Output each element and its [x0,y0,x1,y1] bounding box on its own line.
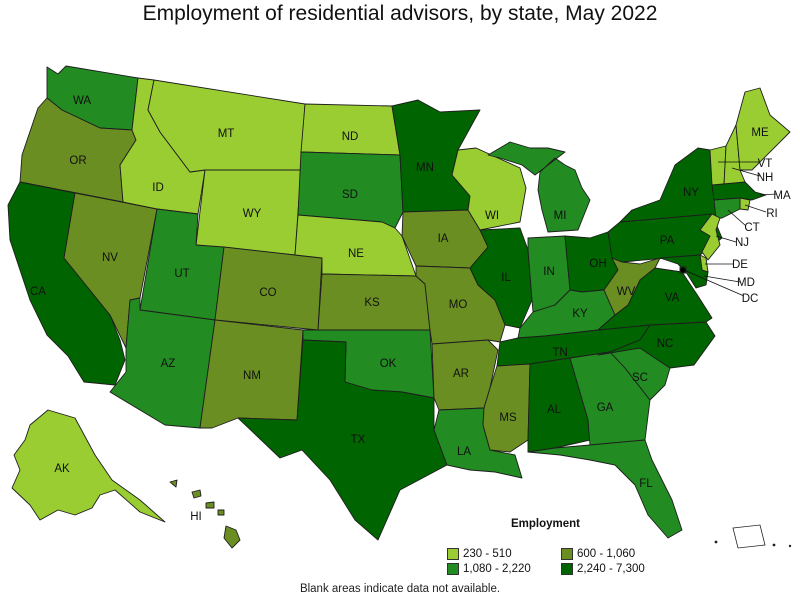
legend-item-4: 2,240 - 7,300 [561,563,645,575]
leader-line-dc [683,269,745,297]
state-label-oh: OH [589,258,606,270]
state-label-mo: MO [449,299,468,311]
legend-swatch-4 [561,563,573,575]
state-nc[interactable] [597,321,716,369]
state-label-co: CO [259,287,276,299]
state-label-nm: NM [243,370,261,382]
state-label-nd: ND [342,131,359,143]
puerto-rico-outline [714,524,792,549]
state-label-mn: MN [416,162,434,174]
leader-line-md [703,275,741,283]
state-ma[interactable] [711,181,767,201]
state-label-nj: NJ [735,237,749,249]
leader-line-nj [715,235,737,243]
state-label-ne: NE [348,248,364,260]
state-nj[interactable] [699,213,721,261]
dc-marker [680,267,686,273]
leader-line-ct [727,209,747,227]
state-label-in: IN [543,266,555,278]
state-label-tx: TX [351,434,366,446]
legend-title: Employment [511,518,581,530]
state-label-fl: FL [639,478,653,490]
state-label-ia: IA [438,233,449,245]
map-title: Employment of residential advisors, by s… [142,2,658,25]
state-label-ar: AR [453,368,469,380]
state-label-va: VA [665,292,680,304]
state-mi[interactable] [487,141,591,233]
legend-item-1: 230 - 510 [447,548,512,560]
state-label-sc: SC [632,372,648,384]
state-me[interactable] [735,87,791,171]
state-label-tn: TN [552,347,567,359]
state-label-ks: KS [364,297,380,309]
state-label-wa: WA [73,95,91,107]
state-label-id: ID [152,182,164,194]
state-tx[interactable] [237,339,448,541]
leader-line-ma [759,193,777,196]
state-ny[interactable] [619,147,721,226]
state-il[interactable] [469,227,533,329]
state-label-ma: MA [773,190,791,202]
legend-swatch-3 [447,563,459,575]
state-label-or: OR [69,155,86,167]
data-note: Blank areas indicate data not available. [299,583,501,595]
state-label-ak: AK [54,463,70,475]
state-label-wv: WV [617,286,636,298]
state-label-me: ME [751,127,769,139]
state-label-vt: VT [758,158,773,170]
state-label-dc: DC [742,293,759,305]
leader-line-ri [744,204,767,213]
state-label-nc: NC [657,338,674,350]
state-az[interactable] [109,297,216,429]
state-hi[interactable] [169,479,241,549]
state-label-ky: KY [572,308,588,320]
state-label-mi: MI [554,210,567,222]
leader-line-nh [731,167,761,177]
state-label-wi: WI [485,210,499,222]
state-label-mt: MT [218,128,235,140]
state-label-hi: HI [190,511,202,523]
state-label-ny: NY [683,187,699,199]
state-fl[interactable] [527,439,683,539]
state-ak[interactable] [11,409,166,523]
state-label-nh: NH [757,172,774,184]
state-ri[interactable] [739,197,751,211]
state-label-ca: CA [30,286,46,298]
state-label-md: MD [737,277,755,289]
state-label-la: LA [457,446,471,458]
state-co[interactable] [214,246,323,331]
state-label-pa: PA [660,235,675,247]
state-label-ok: OK [380,358,397,370]
state-label-ga: GA [597,402,614,414]
state-label-ri: RI [766,208,778,220]
state-label-ct: CT [744,222,759,234]
state-label-az: AZ [161,358,176,370]
legend-item-3: 1,080 - 2,220 [447,563,531,575]
state-label-ms: MS [499,412,517,424]
state-label-il: IL [501,272,511,284]
state-label-ut: UT [174,268,189,280]
state-label-nv: NV [102,252,118,264]
state-wi[interactable] [451,147,527,231]
state-label-sd: SD [342,189,358,201]
legend-item-2: 600 - 1,060 [561,548,635,560]
state-label-de: DE [732,259,748,271]
legend-swatch-2 [561,548,573,560]
legend-swatch-1 [447,548,459,560]
state-label-al: AL [547,404,562,416]
state-label-wy: WY [243,208,262,220]
state-nd[interactable] [300,103,401,156]
state-vt[interactable] [709,145,727,186]
state-ct[interactable] [713,197,741,219]
